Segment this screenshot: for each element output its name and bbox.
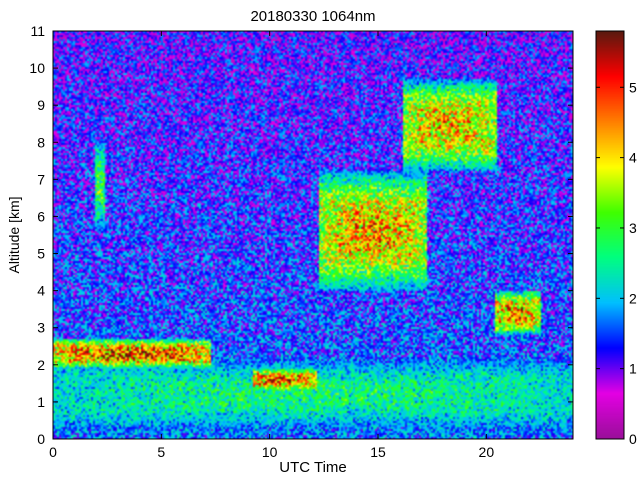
colorbar-tick-label: 5 [629,79,637,95]
y-tick-label: 3 [37,320,45,336]
x-axis-ticks: 0 5 10 15 20 [49,31,494,460]
colorbar-frame [595,30,625,440]
y-axis-label: Altitude [km] [6,196,22,273]
y-tick-label: 7 [37,171,45,187]
colorbar-tick-label: 2 [629,290,637,306]
y-tick-label: 6 [37,208,45,224]
x-tick-label: 10 [262,444,278,460]
colorbar-tick-label: 1 [629,361,637,377]
y-tick-label: 8 [37,134,45,150]
x-axis-label: UTC Time [279,459,347,476]
y-tick-label: 11 [30,23,45,39]
y-tick-label: 1 [37,394,45,410]
y-tick-label: 10 [29,60,45,76]
chart-title: 20180330 1064nm [250,8,375,25]
colorbar-ticks: 0 1 2 3 4 5 [596,79,637,447]
colorbar-tick-label: 0 [629,431,637,447]
colorbar-tick-label: 3 [629,220,637,236]
x-tick-label: 20 [479,444,495,460]
heatmap-image [53,31,573,439]
y-tick-label: 4 [37,283,45,299]
x-tick-label: 5 [157,444,165,460]
colorbar-image [596,31,624,439]
y-tick-label: 0 [37,431,45,447]
x-tick-label: 0 [49,444,57,460]
y-tick-label: 5 [37,246,45,262]
plot-frame [52,30,574,440]
y-axis-ticks: 0 1 2 3 4 5 6 7 8 9 10 11 [29,23,573,447]
x-tick-label: 15 [370,444,386,460]
y-tick-label: 2 [37,357,45,373]
y-tick-label: 9 [37,97,45,113]
colorbar-tick-label: 4 [629,150,637,166]
